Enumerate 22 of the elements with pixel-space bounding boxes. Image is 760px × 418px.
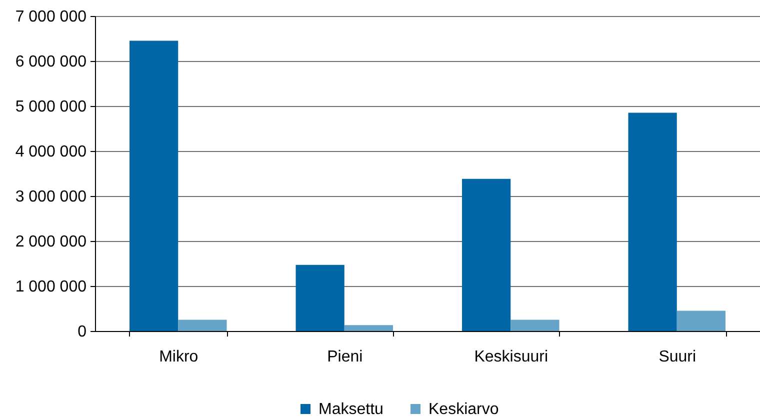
x-tick-label: Mikro bbox=[159, 348, 198, 366]
x-tick-label: Pieni bbox=[327, 348, 363, 366]
y-tick-label: 0 bbox=[78, 324, 87, 340]
x-tick-label: Keskisuuri bbox=[474, 348, 548, 366]
legend-label: Keskiarvo bbox=[428, 401, 499, 418]
y-tick-label: 4 000 000 bbox=[15, 144, 87, 160]
y-tick-label: 3 000 000 bbox=[15, 188, 87, 206]
x-tick-label: Suuri bbox=[658, 348, 696, 366]
bar bbox=[628, 112, 677, 331]
y-tick-label: 5 000 000 bbox=[15, 98, 87, 116]
y-tick-label: 6 000 000 bbox=[15, 54, 87, 70]
bar bbox=[510, 320, 560, 331]
bar bbox=[462, 178, 511, 331]
legend-label: Maksettu bbox=[318, 401, 384, 418]
bar bbox=[129, 40, 178, 331]
y-tick-label: 2 000 000 bbox=[15, 234, 87, 250]
bar bbox=[296, 264, 344, 331]
bar bbox=[676, 310, 726, 331]
bar bbox=[178, 320, 227, 331]
y-tick-label: 1 000 000 bbox=[15, 278, 87, 296]
bar bbox=[344, 325, 394, 331]
y-tick-label: 7 000 000 bbox=[15, 8, 87, 26]
